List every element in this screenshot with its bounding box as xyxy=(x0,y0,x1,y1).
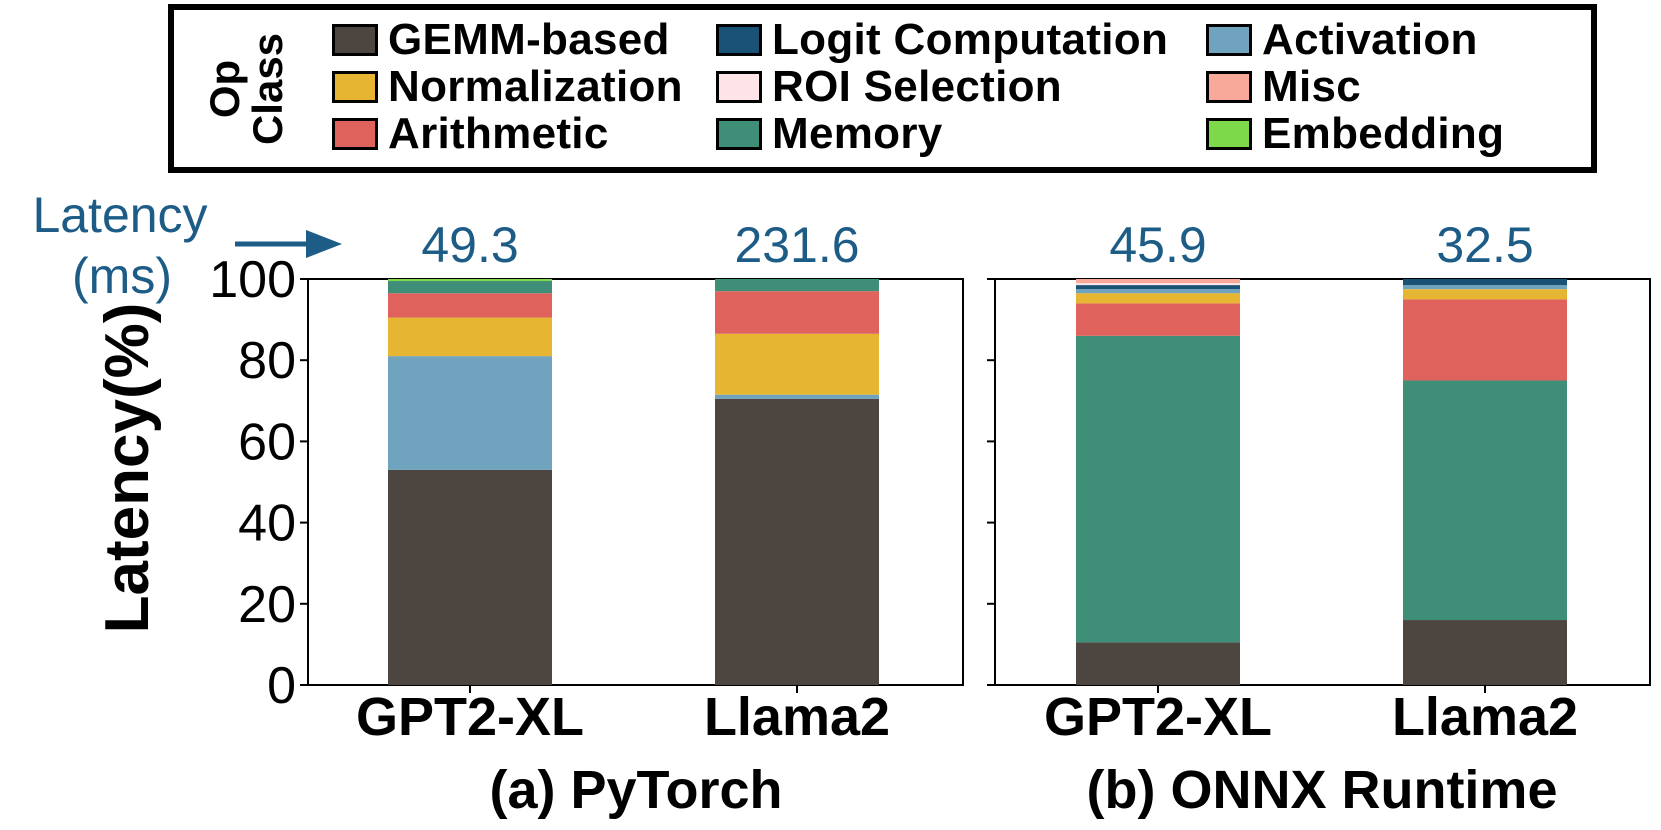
bar-segment-logit-computation xyxy=(1076,285,1240,290)
bar-segment-normalization xyxy=(1076,293,1240,304)
legend-item-misc: Misc xyxy=(1206,62,1361,111)
legend-swatch-arithmetic xyxy=(332,118,378,150)
x-tick-label: GPT2-XL xyxy=(356,687,584,747)
legend-swatch-activation xyxy=(1206,24,1252,56)
bar-segment-misc xyxy=(1076,279,1240,284)
latency-value: 32.5 xyxy=(1436,217,1533,273)
x-tick-label: GPT2-XL xyxy=(1044,687,1272,747)
bar-segment-memory xyxy=(715,279,879,292)
legend-swatch-normalization xyxy=(332,71,378,103)
bar-segment-arithmetic xyxy=(1076,303,1240,336)
y-tick-label: 20 xyxy=(238,576,296,634)
bar-segment-roi-selection xyxy=(1076,283,1240,286)
y-tick-label: 80 xyxy=(238,332,296,390)
bar-segment-normalization xyxy=(1403,289,1567,300)
x-tick-label: Llama2 xyxy=(1392,687,1578,747)
legend-label-gemm: GEMM-based xyxy=(388,15,670,64)
legend-item-logit: Logit Computation xyxy=(716,15,1168,64)
bar-segment-activation xyxy=(388,356,552,470)
legend-label-memory: Memory xyxy=(772,109,943,158)
legend-swatch-misc xyxy=(1206,71,1252,103)
legend-item-normalization: Normalization xyxy=(332,62,683,111)
latency-value: 49.3 xyxy=(421,217,518,273)
legend-label-roi: ROI Selection xyxy=(772,62,1062,111)
bar-segment-logit-computation xyxy=(1403,279,1567,286)
legend-label-arithmetic: Arithmetic xyxy=(388,109,609,158)
legend-swatch-memory xyxy=(716,118,762,150)
legend-label-logit: Logit Computation xyxy=(772,15,1169,64)
legend-item-embedding: Embedding xyxy=(1206,109,1504,158)
legend-swatch-roi xyxy=(716,71,762,103)
legend-swatch-embedding xyxy=(1206,118,1252,150)
latency-label-line2: (ms) xyxy=(72,248,172,304)
panel-title: (b) ONNX Runtime xyxy=(1087,760,1558,820)
bar-segment-memory xyxy=(1076,335,1240,643)
legend-item-gemm: GEMM-based xyxy=(332,15,670,64)
bar-segment-normalization xyxy=(715,333,879,395)
legend-item-memory: Memory xyxy=(716,109,943,158)
x-tick-label: Llama2 xyxy=(704,687,890,747)
legend-item-arithmetic: Arithmetic xyxy=(332,109,609,158)
bar-segment-arithmetic xyxy=(388,293,552,318)
plot-frame-0 xyxy=(307,278,964,686)
bar-segment-activation xyxy=(715,394,879,399)
y-tick-label: 60 xyxy=(238,413,296,471)
y-axis-label: Latency(%) xyxy=(93,303,162,634)
y-tick-label: 40 xyxy=(238,495,296,553)
latency-arrow xyxy=(235,230,342,258)
legend-label-normalization: Normalization xyxy=(388,62,683,111)
bar-segment-arithmetic xyxy=(715,291,879,334)
bar-segment-activation xyxy=(1076,289,1240,294)
bar-segment-memory xyxy=(388,281,552,294)
latency-value: 45.9 xyxy=(1109,217,1206,273)
bar-segment-gemm-based xyxy=(388,469,552,685)
bar-segment-arithmetic xyxy=(1403,299,1567,381)
bar-segment-gemm-based xyxy=(1403,620,1567,685)
legend-swatch-logit xyxy=(716,24,762,56)
y-tick-label: 100 xyxy=(209,251,296,309)
latency-value: 231.6 xyxy=(734,217,859,273)
panel-0 xyxy=(300,278,964,693)
legend: Op Class GEMM-based Logit Computation Ac… xyxy=(168,4,1597,173)
panel-1 xyxy=(987,278,1651,693)
panel-title: (a) PyTorch xyxy=(489,760,782,820)
legend-item-activation: Activation xyxy=(1206,15,1478,64)
bar-segment-gemm-based xyxy=(1076,642,1240,685)
y-tick-label: 0 xyxy=(267,657,296,715)
bar-segment-activation xyxy=(1403,285,1567,290)
bar-segment-embedding xyxy=(388,279,552,282)
legend-label-embedding: Embedding xyxy=(1262,109,1505,158)
bar-segment-memory xyxy=(1403,380,1567,621)
bar-segment-gemm-based xyxy=(715,398,879,685)
plot-frame-1 xyxy=(994,278,1651,686)
latency-label-line1: Latency xyxy=(32,187,207,243)
legend-swatch-gemm xyxy=(332,24,378,56)
legend-item-roi: ROI Selection xyxy=(716,62,1062,111)
legend-label-misc: Misc xyxy=(1262,62,1362,111)
bar-segment-normalization xyxy=(388,317,552,357)
chart-panels: 0 20 40 60 80 100 GPT2-XL 49.3 Llama2 231.6 (a) Py… xyxy=(209,217,1651,820)
legend-label-activation: Activation xyxy=(1262,15,1478,64)
